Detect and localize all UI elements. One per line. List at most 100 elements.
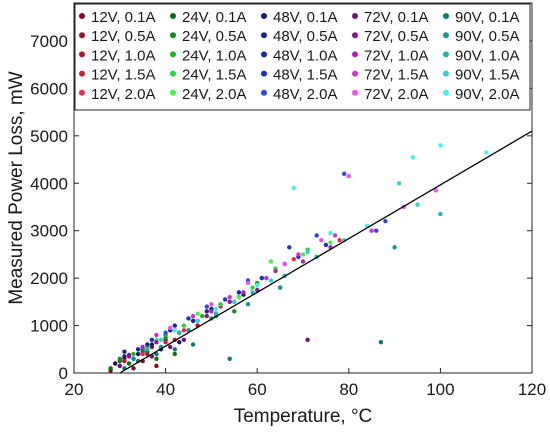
data-point [117,356,123,361]
legend: 12V, 0.1A 12V, 0.5A 12V, 1.0A 12V, 1.5A 12V,… [74,3,531,111]
data-point [108,366,113,371]
data-point [337,238,342,243]
legend-marker [170,13,176,19]
x-axis-ticks: 20 40 60 80 100 120 [65,3,546,399]
data-point [113,361,118,366]
legend-entry: 90V, 0.5A [455,28,520,45]
legend-entry: 48V, 0.1A [273,9,338,26]
legend-marker [261,13,267,19]
data-point [158,337,164,342]
legend-marker [261,70,267,77]
legend-marker [261,51,267,58]
x-tick-label: 80 [339,380,358,399]
data-point [332,233,338,238]
data-point [250,285,255,290]
data-point [314,233,319,238]
legend-entry: 90V, 2.0A [455,86,520,103]
legend-marker [443,51,449,58]
data-point [181,337,187,342]
data-point [131,356,136,361]
legend-marker [443,32,449,39]
data-point [438,143,443,148]
data-point [163,340,168,345]
y-tick-label: 7000 [30,32,68,51]
data-point [484,150,489,155]
legend-entry: 48V, 2.0A [273,86,338,103]
data-point [218,302,223,307]
data-point [222,297,228,302]
legend-marker [79,32,85,39]
data-point [287,245,292,250]
y-tick-label: 0 [59,364,68,383]
data-point [200,313,205,319]
data-point [154,340,159,345]
x-tick-label: 40 [156,380,175,399]
data-point [204,309,209,314]
data-point [140,351,145,357]
data-point [232,309,237,314]
data-point [255,283,260,288]
data-point [392,245,397,250]
data-point [291,185,296,191]
data-point [126,361,132,366]
legend-entry: 90V, 0.1A [455,9,520,26]
data-point [190,318,196,323]
data-point [172,347,177,352]
legend-entry: 90V, 1.0A [455,47,520,64]
data-point [342,171,347,176]
y-tick-label: 3000 [30,222,68,241]
data-points-layer [108,143,489,373]
data-point [236,290,242,295]
data-point [236,294,242,300]
legend-marker [352,70,358,77]
y-tick-label: 4000 [30,174,68,193]
data-point [250,290,255,295]
legend-entry: 12V, 1.0A [91,47,156,64]
legend-marker [261,32,267,39]
data-point [213,306,219,312]
data-point [163,330,168,335]
legend-entry: 48V, 1.0A [273,47,338,64]
x-tick-label: 60 [248,380,267,399]
legend-marker [352,51,358,58]
legend-marker [79,51,85,58]
data-point [126,354,132,359]
data-point [383,219,388,224]
data-point [305,249,310,255]
data-point [415,202,420,207]
data-point [209,302,214,307]
data-point [369,228,374,233]
data-point [177,330,182,335]
data-point [145,342,150,347]
legend-marker [352,13,358,19]
data-point [241,290,246,295]
x-tick-label: 20 [65,380,84,399]
plot-frame [73,2,533,374]
legend-box [74,3,531,111]
x-tick-label: 120 [518,380,546,399]
legend-marker [170,70,176,77]
legend-entry: 12V, 1.5A [91,67,156,84]
legend-marker [79,13,85,19]
legend-entry: 72V, 1.0A [364,47,429,64]
data-point [319,238,324,243]
legend-entry: 12V, 0.1A [91,9,156,26]
data-point [172,328,177,333]
data-point [245,280,251,286]
data-point [154,356,159,361]
data-point [149,337,155,342]
data-point [122,358,127,364]
legend-entry: 12V, 2.0A [91,86,156,103]
legend-entry: 48V, 1.5A [273,67,338,84]
data-point [168,344,173,350]
legend-marker [261,89,267,96]
data-point [300,252,306,257]
data-point [273,268,278,274]
data-point [204,304,209,309]
legend-marker [170,89,176,96]
data-point [145,347,150,352]
data-point [135,351,141,357]
y-axis-label: Measured Power Loss, mW [6,71,27,304]
data-point [264,275,269,281]
